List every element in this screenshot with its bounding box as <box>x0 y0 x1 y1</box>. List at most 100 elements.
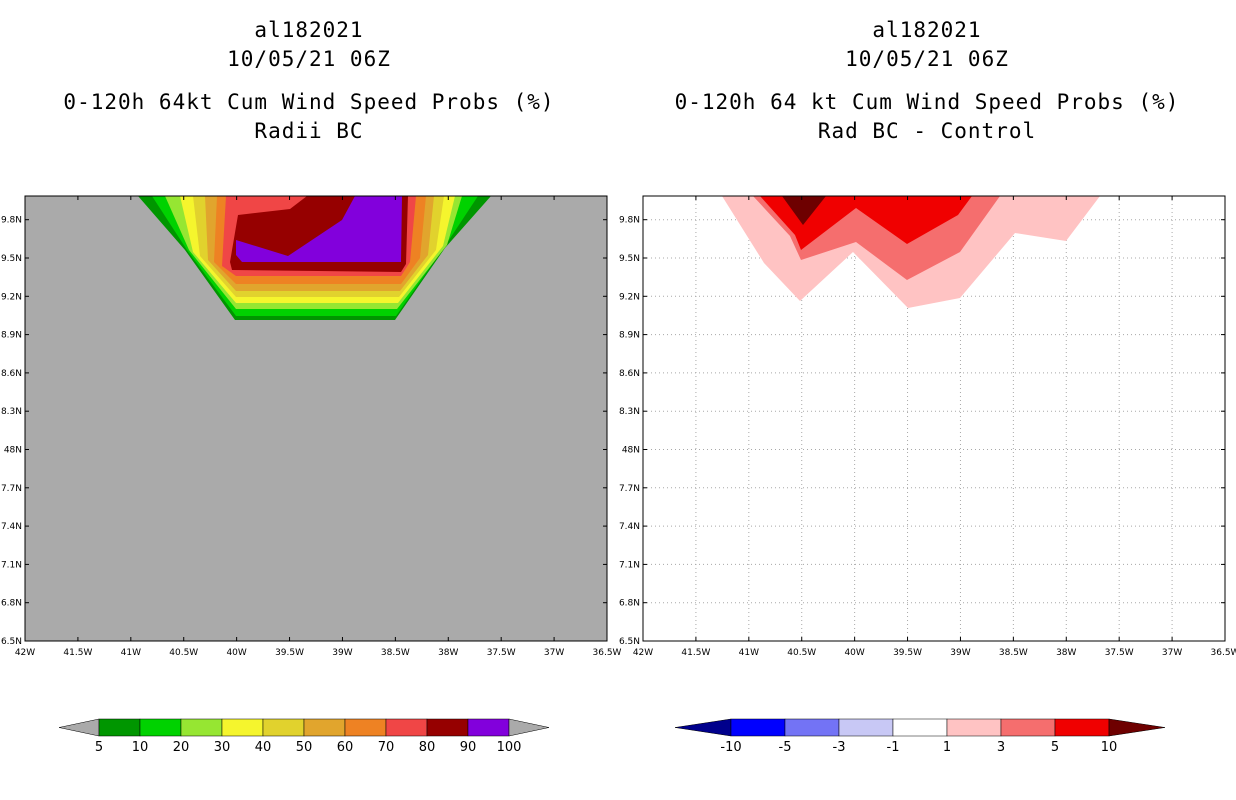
colorbar-cell <box>467 718 510 737</box>
colorbar-label: 10 <box>132 740 149 755</box>
left-xtick-label: 38W <box>438 648 458 658</box>
left-ytick-label: 9.8N <box>1 216 22 226</box>
left-title-line-1: al182021 <box>254 18 364 42</box>
left-ytick-label: 9.5N <box>1 254 22 264</box>
right-y-axis: 6.5N 6.8N 7.1N 7.4N 7.7N 48N 8.3N 8.6N 8.9N 9.2N 9… <box>619 216 1225 647</box>
diff-contour-10 <box>782 196 826 225</box>
left-ytick-label: 7.1N <box>1 560 22 570</box>
right-plot: 6.5N 6.8N 7.1N 7.4N 7.7N 48N 8.3N 8.6N 8.9N 9.2N 9… <box>619 195 1236 658</box>
contour-90 <box>236 196 402 262</box>
colorbar-label: 3 <box>997 740 1005 755</box>
colorbar-cell <box>180 718 223 737</box>
left-ytick-label: 48N <box>4 446 22 456</box>
colorbar-label: 80 <box>419 740 436 755</box>
colorbar-cell <box>303 718 346 737</box>
colorbar-under-triangle <box>58 718 100 737</box>
right-ytick-label: 6.5N <box>619 637 640 647</box>
right-ytick-label: 9.2N <box>619 292 640 302</box>
colorbar-label: 10 <box>1101 740 1118 755</box>
left-xtick-label: 40.5W <box>169 648 198 658</box>
left-ytick-label: 6.5N <box>1 637 22 647</box>
colorbar-label: 100 <box>497 740 522 755</box>
right-grid <box>643 196 1225 641</box>
right-ytick-label: 48N <box>622 446 640 456</box>
right-xtick-label: 37.5W <box>1105 648 1134 658</box>
colorbar-cell <box>838 718 894 737</box>
left-x-axis: 42W 41.5W 41W 40.5W 40W 39.5W 39W 38.5W 38W 37.5W… <box>15 196 622 658</box>
colorbar-cell <box>1000 718 1056 737</box>
colorbar-label: 30 <box>214 740 231 755</box>
right-plot-frame <box>642 195 1226 642</box>
right-xtick-label: 42W <box>633 648 653 658</box>
colorbar-cell <box>946 718 1002 737</box>
left-ytick-label: 8.9N <box>1 331 22 341</box>
right-contours <box>722 196 1100 308</box>
right-ytick-label: 7.7N <box>619 484 640 494</box>
right-subtitle-line-2: Rad BC - Control <box>817 119 1037 143</box>
colorbar-label: 50 <box>296 740 313 755</box>
right-xtick-label: 38W <box>1056 648 1076 658</box>
right-title-line-2: 10/05/21 06Z <box>845 47 1009 71</box>
right-ytick-label: 8.6N <box>619 369 640 379</box>
right-ytick-label: 9.8N <box>619 216 640 226</box>
right-xtick-label: 40W <box>844 648 864 658</box>
colorbar-label: 20 <box>173 740 190 755</box>
colorbar-cell <box>98 718 141 737</box>
left-xtick-label: 39W <box>332 648 352 658</box>
right-xtick-label: 38.5W <box>999 648 1028 658</box>
right-xtick-label: 37W <box>1162 648 1182 658</box>
colorbar-over-triangle <box>1108 718 1166 737</box>
right-ytick-label: 7.4N <box>619 522 640 532</box>
left-ytick-label: 8.6N <box>1 369 22 379</box>
colorbar-label: 5 <box>95 740 103 755</box>
left-plot-frame <box>24 195 608 642</box>
left-subtitle-line-2: Radii BC <box>254 119 364 143</box>
colorbar-cell <box>892 718 948 737</box>
colorbar-cell <box>344 718 387 737</box>
right-ytick-label: 6.8N <box>619 599 640 609</box>
right-xtick-label: 41W <box>739 648 759 658</box>
left-xtick-label: 41W <box>121 648 141 658</box>
left-xtick-label: 36.5W <box>593 648 622 658</box>
colorbar-label: 70 <box>378 740 395 755</box>
left-subtitle-line-1: 0-120h 64kt Cum Wind Speed Probs (%) <box>63 90 555 114</box>
right-x-axis: 42W 41.5W 41W 40.5W 40W 39.5W 39W 38.5W 38W 37.5W… <box>633 196 1236 658</box>
left-plot: 6.5N 6.8N 7.1N 7.4N 7.7N 48N 8.3N 8.6N 8.9N 9.2N 9… <box>1 195 622 658</box>
left-contours <box>138 196 491 320</box>
right-xtick-label: 36.5W <box>1211 648 1236 658</box>
left-xtick-label: 39.5W <box>275 648 304 658</box>
left-panel-title: al182021 10/05/21 06Z 0-120h 64kt Cum Wi… <box>0 16 618 146</box>
left-ytick-label: 7.7N <box>1 484 22 494</box>
colorbar-cell <box>426 718 469 737</box>
left-colorbar: 5 10 20 30 40 50 60 70 80 90 100 <box>58 718 550 755</box>
left-ytick-label: 6.8N <box>1 599 22 609</box>
colorbar-cell <box>139 718 182 737</box>
colorbar-label: 40 <box>255 740 272 755</box>
right-xtick-label: 41.5W <box>681 648 710 658</box>
colorbar-label: -1 <box>887 740 900 755</box>
right-ytick-label: 7.1N <box>619 560 640 570</box>
colorbar-cell <box>730 718 786 737</box>
colorbar-cell <box>221 718 264 737</box>
right-xtick-label: 39W <box>950 648 970 658</box>
left-xtick-label: 37.5W <box>487 648 516 658</box>
colorbar-label: 60 <box>337 740 354 755</box>
colorbar-cell <box>784 718 840 737</box>
colorbar-label: -5 <box>779 740 792 755</box>
left-title-line-2: 10/05/21 06Z <box>227 47 391 71</box>
left-xtick-label: 42W <box>15 648 35 658</box>
right-xtick-label: 40.5W <box>787 648 816 658</box>
right-colorbar: -10 -5 -3 -1 1 3 5 10 <box>674 718 1166 755</box>
right-panel-title: al182021 10/05/21 06Z 0-120h 64 kt Cum W… <box>618 16 1236 146</box>
left-y-axis: 6.5N 6.8N 7.1N 7.4N 7.7N 48N 8.3N 8.6N 8.9N 9.2N 9… <box>1 216 607 647</box>
colorbar-label: 1 <box>943 740 951 755</box>
colorbar-label: 5 <box>1051 740 1059 755</box>
left-ytick-label: 8.3N <box>1 407 22 417</box>
right-ytick-label: 8.3N <box>619 407 640 417</box>
left-ytick-label: 9.2N <box>1 292 22 302</box>
colorbar-under-triangle <box>674 718 732 737</box>
colorbar-cell <box>262 718 305 737</box>
left-ytick-label: 7.4N <box>1 522 22 532</box>
left-xtick-label: 41.5W <box>63 648 92 658</box>
